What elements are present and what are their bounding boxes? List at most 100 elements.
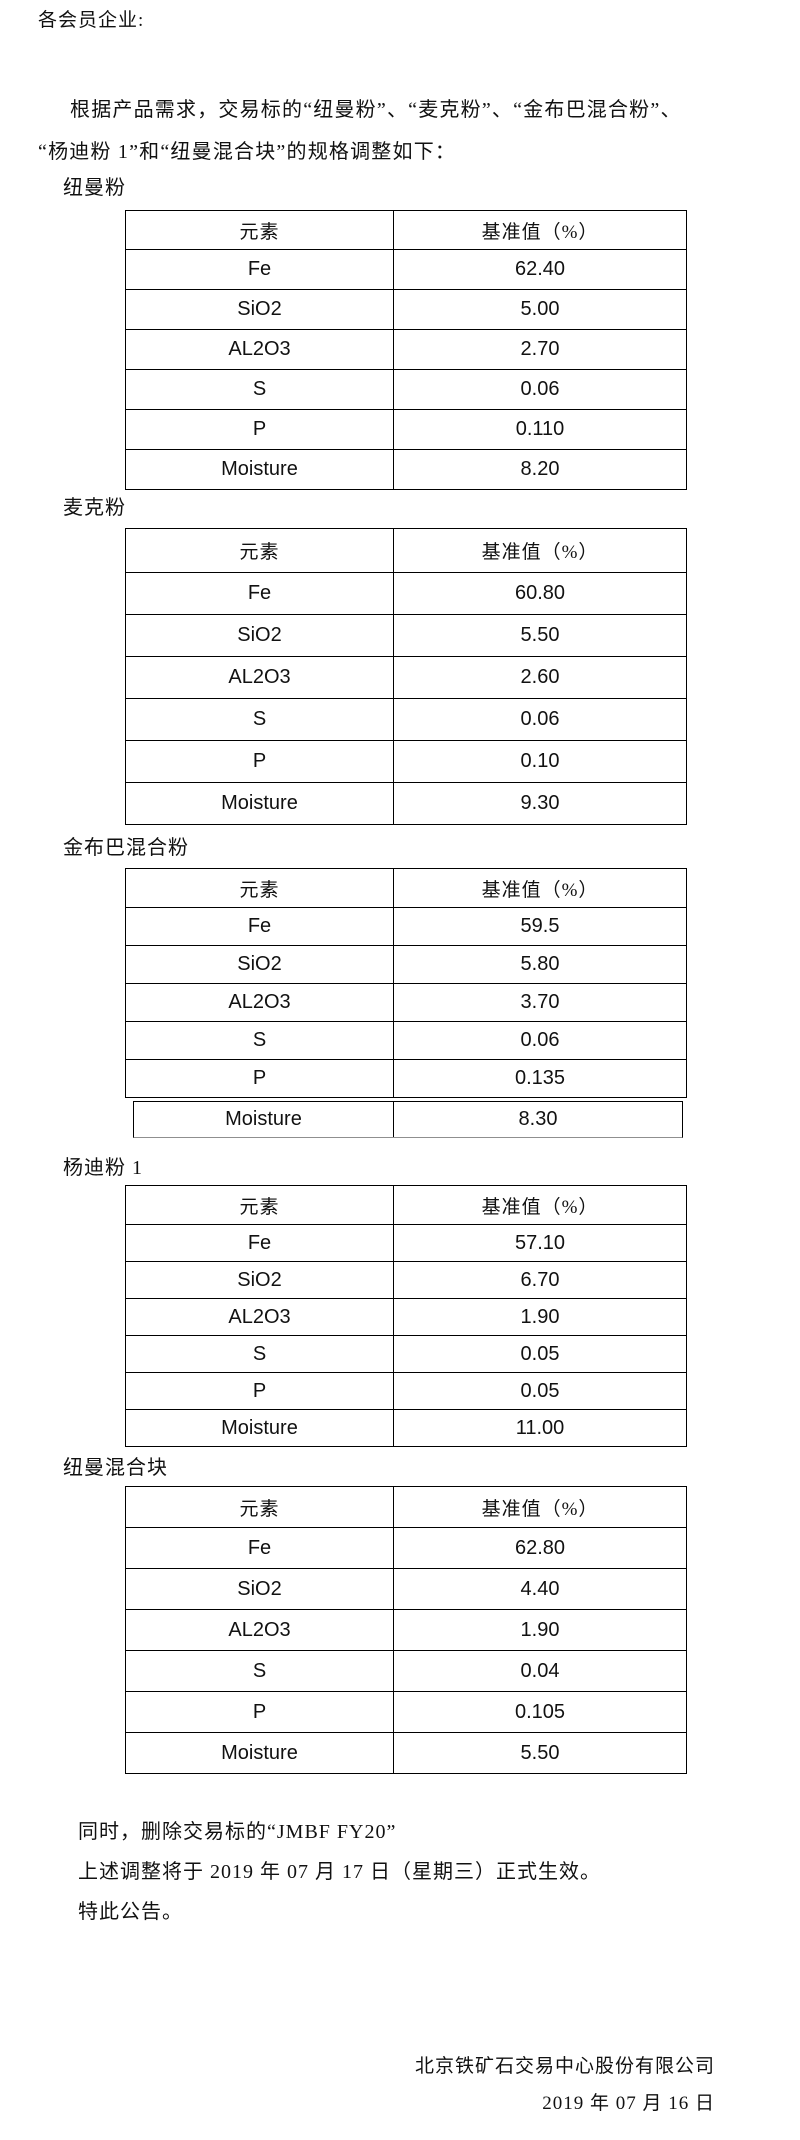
table-row: Fe 60.80 (125, 572, 687, 615)
element-cell: Moisture (125, 782, 394, 825)
table-row: AL2O3 1.90 (125, 1609, 687, 1651)
value-cell: 8.20 (393, 449, 687, 490)
element-cell: AL2O3 (125, 1298, 394, 1336)
value-cell: 11.00 (393, 1409, 687, 1447)
element-cell: SiO2 (125, 1261, 394, 1299)
table-row: P 0.110 (125, 409, 687, 450)
product-name: 金布巴混合粉 (63, 837, 189, 859)
element-cell: Moisture (125, 1732, 394, 1774)
table-header-row: 元素 基准值（%） (125, 868, 687, 908)
element-cell: S (125, 1335, 394, 1373)
element-cell: AL2O3 (125, 656, 394, 699)
element-cell: P (125, 409, 394, 450)
element-column-header: 元素 (125, 1486, 394, 1528)
salutation: 各会员企业: (38, 10, 145, 31)
spec-table: 元素 基准值（%） Fe 62.80 SiO2 4.40 AL2O3 1.90 S 0.04 P 0.… (125, 1486, 687, 1774)
table-row: Fe 57.10 (125, 1224, 687, 1262)
products-container: 纽曼粉 元素 基准值（%） Fe 62.40 SiO2 5.00 AL2O3 2.70 S 0.06… (0, 176, 800, 1774)
base-value-column-header: 基准值（%） (393, 210, 687, 250)
element-column-header: 元素 (125, 1185, 394, 1225)
value-cell: 0.06 (393, 369, 687, 410)
element-cell: P (125, 1059, 394, 1098)
issue-date: 2019 年 07 月 16 日 (542, 2093, 715, 2114)
element-cell: Moisture (125, 449, 394, 490)
element-cell: S (125, 698, 394, 741)
product-name: 纽曼混合块 (63, 1457, 168, 1479)
element-cell: SiO2 (125, 945, 394, 984)
table-row: AL2O3 1.90 (125, 1298, 687, 1336)
element-cell: AL2O3 (125, 329, 394, 370)
element-cell: Fe (125, 1527, 394, 1569)
value-cell: 0.05 (393, 1335, 687, 1373)
value-cell: 3.70 (393, 983, 687, 1022)
table-row: Fe 59.5 (125, 907, 687, 946)
element-cell: S (125, 1021, 394, 1060)
table-header-row: 元素 基准值（%） (125, 210, 687, 250)
value-cell: 9.30 (393, 782, 687, 825)
value-cell: 60.80 (393, 572, 687, 615)
table-row: SiO2 4.40 (125, 1568, 687, 1610)
closing-line-delete: 同时，删除交易标的“JMBF FY20” (78, 1821, 397, 1843)
table-row: Moisture 5.50 (125, 1732, 687, 1774)
element-cell: P (125, 740, 394, 783)
value-cell: 59.5 (393, 907, 687, 946)
element-cell: SiO2 (125, 1568, 394, 1610)
product-name: 麦克粉 (63, 497, 126, 519)
value-cell: 0.04 (393, 1650, 687, 1692)
value-cell: 0.10 (393, 740, 687, 783)
table-row: SiO2 5.80 (125, 945, 687, 984)
table-row: AL2O3 3.70 (125, 983, 687, 1022)
value-cell: 5.80 (393, 945, 687, 984)
spec-table: 元素 基准值（%） Fe 57.10 SiO2 6.70 AL2O3 1.90 S 0.05 P 0.… (125, 1185, 687, 1447)
closing-paragraph: 同时，删除交易标的“JMBF FY20” 上述调整将于 2019 年 07 月 … (78, 1812, 800, 1932)
value-cell: 1.90 (393, 1298, 687, 1336)
element-cell: S (125, 369, 394, 410)
table-row: AL2O3 2.60 (125, 656, 687, 699)
table-row: P 0.10 (125, 740, 687, 783)
element-cell: SiO2 (125, 614, 394, 657)
table-row: S 0.06 (125, 698, 687, 741)
value-cell: 4.40 (393, 1568, 687, 1610)
table-row: P 0.135 (125, 1059, 687, 1098)
spec-table: 元素 基准值（%） Fe 59.5 SiO2 5.80 AL2O3 3.70 S 0.06 P 0.1… (125, 868, 687, 1098)
table-row: Moisture 8.20 (125, 449, 687, 490)
value-cell: 0.05 (393, 1372, 687, 1410)
element-cell: P (125, 1691, 394, 1733)
closing-line-notice: 特此公告。 (78, 1901, 183, 1923)
table-row: SiO2 6.70 (125, 1261, 687, 1299)
value-cell: 6.70 (393, 1261, 687, 1299)
element-cell: Fe (125, 907, 394, 946)
value-cell: 5.50 (393, 614, 687, 657)
base-value-column-header: 基准值（%） (393, 528, 687, 573)
element-cell: Fe (125, 249, 394, 290)
element-cell: AL2O3 (125, 1609, 394, 1651)
table-row: SiO2 5.50 (125, 614, 687, 657)
table-row: SiO2 5.00 (125, 289, 687, 330)
table-header-row: 元素 基准值（%） (125, 1486, 687, 1528)
element-cell: AL2O3 (125, 983, 394, 1022)
detached-moisture-row: Moisture 8.30 (133, 1101, 683, 1138)
spec-table: 元素 基准值（%） Fe 60.80 SiO2 5.50 AL2O3 2.60 S 0.06 P 0.… (125, 528, 687, 825)
intro-line-2: “杨迪粉 1”和“纽曼混合块”的规格调整如下： (38, 141, 457, 163)
table-row: Fe 62.40 (125, 249, 687, 290)
closing-line-effective-date: 上述调整将于 2019 年 07 月 17 日（星期三）正式生效。 (78, 1861, 601, 1883)
value-cell: 2.70 (393, 329, 687, 370)
table-row: S 0.04 (125, 1650, 687, 1692)
table-row: S 0.06 (125, 369, 687, 410)
product-name: 纽曼粉 (63, 177, 126, 199)
table-row: Moisture 9.30 (125, 782, 687, 825)
base-value-column-header: 基准值（%） (393, 1185, 687, 1225)
value-cell: 8.30 (518, 1108, 558, 1130)
value-cell: 5.50 (393, 1732, 687, 1774)
value-cell: 0.06 (393, 698, 687, 741)
table-row: S 0.06 (125, 1021, 687, 1060)
base-value-column-header: 基准值（%） (393, 1486, 687, 1528)
table-row: Fe 62.80 (125, 1527, 687, 1569)
value-cell: 62.40 (393, 249, 687, 290)
element-column-header: 元素 (125, 528, 394, 573)
issuer-company: 北京铁矿石交易中心股份有限公司 (414, 2056, 715, 2077)
base-value-column-header: 基准值（%） (393, 868, 687, 908)
spec-table: 元素 基准值（%） Fe 62.40 SiO2 5.00 AL2O3 2.70 S 0.06 P 0.… (125, 210, 687, 490)
value-cell: 1.90 (393, 1609, 687, 1651)
